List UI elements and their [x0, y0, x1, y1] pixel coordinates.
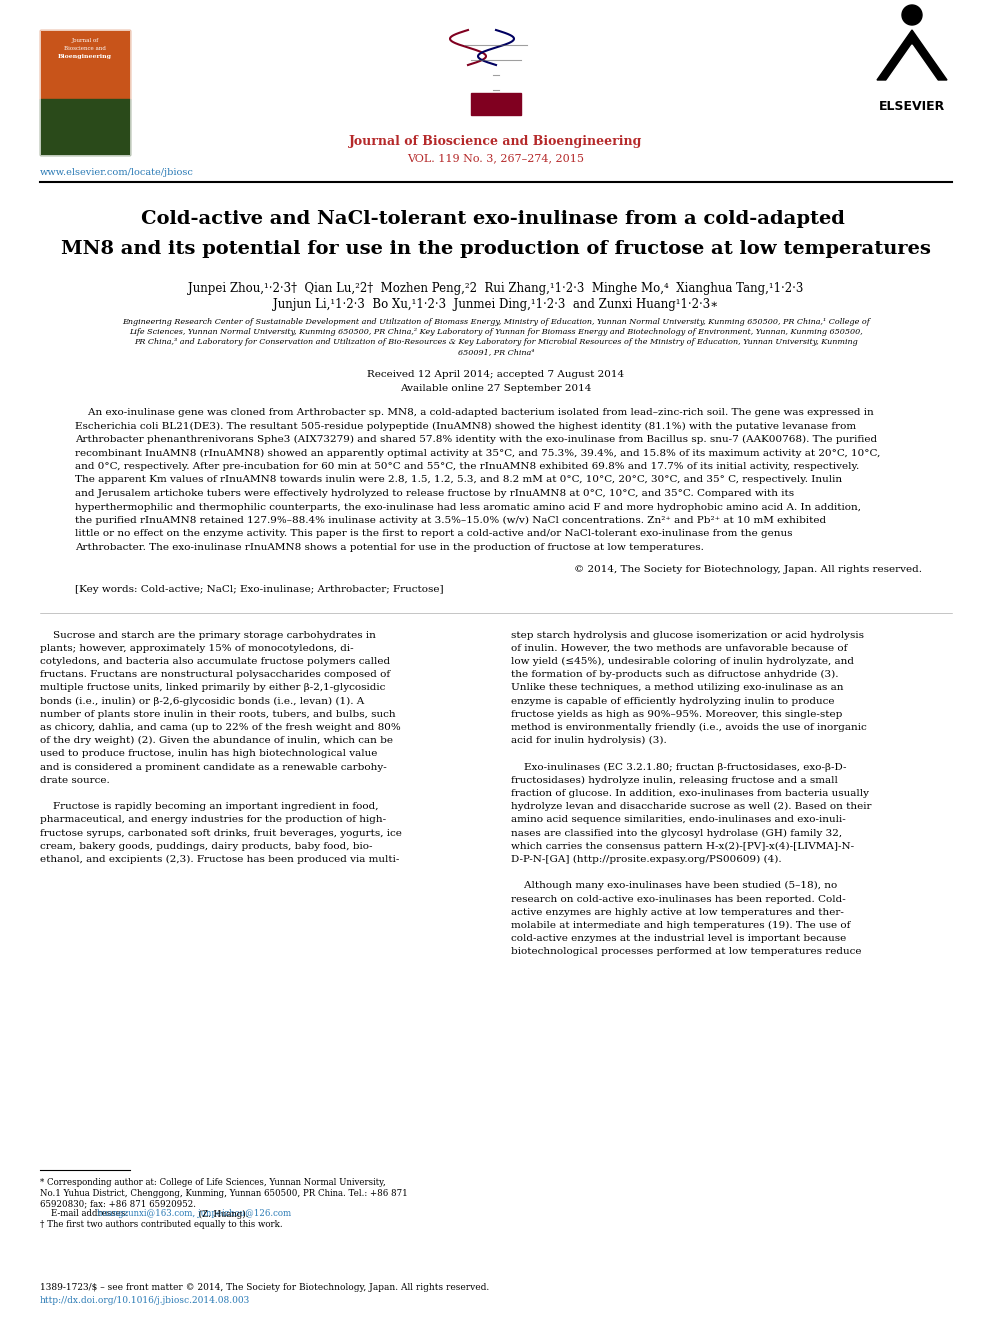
Text: D-P-N-[GA] (http://prosite.expasy.org/PS00609) (4).: D-P-N-[GA] (http://prosite.expasy.org/PS…	[511, 855, 782, 864]
Text: www.elsevier.com/locate/jbiosc: www.elsevier.com/locate/jbiosc	[40, 168, 193, 177]
Text: 1389-1723/$ – see front matter © 2014, The Society for Biotechnology, Japan. All: 1389-1723/$ – see front matter © 2014, T…	[40, 1283, 489, 1293]
Text: nases are classified into the glycosyl hydrolase (GH) family 32,: nases are classified into the glycosyl h…	[511, 828, 842, 837]
Text: the purified rInuAMN8 retained 127.9%–88.4% inulinase activity at 3.5%–15.0% (w/: the purified rInuAMN8 retained 127.9%–88…	[75, 516, 826, 525]
Text: Bioengineering: Bioengineering	[58, 54, 112, 60]
Text: VOL. 119 No. 3, 267–274, 2015: VOL. 119 No. 3, 267–274, 2015	[408, 153, 584, 163]
Bar	[40, 30, 130, 99]
Text: An exo-inulinase gene was cloned from Arthrobacter sp. MN8, a cold-adapted bacte: An exo-inulinase gene was cloned from Ar…	[75, 407, 874, 417]
Text: and 0°C, respectively. After pre-incubation for 60 min at 50°C and 55°C, the rIn: and 0°C, respectively. After pre-incubat…	[75, 462, 859, 471]
Text: 65920830; fax: +86 871 65920952.: 65920830; fax: +86 871 65920952.	[40, 1199, 196, 1208]
Text: 650091, PR China⁴: 650091, PR China⁴	[457, 348, 535, 356]
Text: amino acid sequence similarities, endo-inulinases and exo-inuli-: amino acid sequence similarities, endo-i…	[511, 815, 846, 824]
Text: as chicory, dahlia, and cama (up to 22% of the fresh weight and 80%: as chicory, dahlia, and cama (up to 22% …	[40, 722, 401, 732]
Text: Fructose is rapidly becoming an important ingredient in food,: Fructose is rapidly becoming an importan…	[40, 802, 379, 811]
Text: of inulin. However, the two methods are unfavorable because of: of inulin. However, the two methods are …	[511, 644, 847, 652]
Text: which carries the consensus pattern H-x(2)-[PV]-x(4)-[LIVMA]-N-: which carries the consensus pattern H-x(…	[511, 841, 854, 851]
Text: [Key words: Cold-active; NaCl; Exo-inulinase; Arthrobacter; Fructose]: [Key words: Cold-active; NaCl; Exo-inuli…	[75, 585, 443, 594]
Text: Journal of: Journal of	[71, 38, 98, 44]
Text: Exo-inulinases (EC 3.2.1.80; fructan β-fructosidases, exo-β-D-: Exo-inulinases (EC 3.2.1.80; fructan β-f…	[511, 762, 846, 771]
Text: Bioscience and: Bioscience and	[64, 46, 106, 52]
Text: ELSEVIER: ELSEVIER	[879, 101, 945, 112]
Text: Junjun Li,¹1·2·3  Bo Xu,¹1·2·3  Junmei Ding,¹1·2·3  and Zunxi Huang¹1·2·3∗: Junjun Li,¹1·2·3 Bo Xu,¹1·2·3 Junmei Din…	[274, 298, 718, 311]
Text: cold-active enzymes at the industrial level is important because: cold-active enzymes at the industrial le…	[511, 934, 846, 943]
Text: hydrolyze levan and disaccharide sucrose as well (2). Based on their: hydrolyze levan and disaccharide sucrose…	[511, 802, 872, 811]
Text: cream, bakery goods, puddings, dairy products, baby food, bio-: cream, bakery goods, puddings, dairy pro…	[40, 841, 373, 851]
Text: plants; however, approximately 15% of monocotyledons, di-: plants; however, approximately 15% of mo…	[40, 644, 353, 652]
Text: recombinant InuAMN8 (rInuAMN8) showed an apparently optimal activity at 35°C, an: recombinant InuAMN8 (rInuAMN8) showed an…	[75, 448, 880, 458]
Text: Junpei Zhou,¹·2·3†  Qian Lu,²2†  Mozhen Peng,²2  Rui Zhang,¹1·2·3  Minghe Mo,⁴  : Junpei Zhou,¹·2·3† Qian Lu,²2† Mozhen Pe…	[188, 282, 804, 295]
Text: ethanol, and excipients (2,3). Fructose has been produced via multi-: ethanol, and excipients (2,3). Fructose …	[40, 855, 400, 864]
Text: drate source.: drate source.	[40, 775, 110, 785]
Text: multiple fructose units, linked primarily by either β-2,1-glycosidic: multiple fructose units, linked primaril…	[40, 683, 385, 692]
Text: enzyme is capable of efficiently hydrolyzing inulin to produce: enzyme is capable of efficiently hydroly…	[511, 696, 834, 705]
Text: number of plants store inulin in their roots, tubers, and bulbs, such: number of plants store inulin in their r…	[40, 709, 396, 718]
Text: PR China,³ and Laboratory for Conservation and Utilization of Bio-Resources & Ke: PR China,³ and Laboratory for Conservati…	[134, 337, 858, 347]
Polygon shape	[877, 30, 947, 79]
Text: Cold-active and NaCl-tolerant exo-inulinase from a cold-adapted                 : Cold-active and NaCl-tolerant exo-inulin…	[61, 210, 931, 228]
Text: step starch hydrolysis and glucose isomerization or acid hydrolysis: step starch hydrolysis and glucose isome…	[511, 631, 864, 639]
Text: Arthrobacter phenanthrenivorans Sphe3 (AIX73279) and shared 57.8% identity with : Arthrobacter phenanthrenivorans Sphe3 (A…	[75, 435, 877, 445]
Text: MN8 and its potential for use in the production of fructose at low temperatures: MN8 and its potential for use in the pro…	[62, 239, 930, 258]
Text: Arthrobacter. The exo-inulinase rInuAMN8 shows a potential for use in the produc: Arthrobacter. The exo-inulinase rInuAMN8…	[75, 542, 704, 552]
Bar	[40, 30, 130, 155]
Text: hyperthermophilic and thermophilic counterparts, the exo-inulinase had less arom: hyperthermophilic and thermophilic count…	[75, 503, 861, 512]
Circle shape	[902, 5, 922, 25]
Text: the formation of by-products such as difructose anhydride (3).: the formation of by-products such as dif…	[511, 671, 838, 679]
Text: Escherichia coli BL21(DE3). The resultant 505-residue polypeptide (InuAMN8) show: Escherichia coli BL21(DE3). The resultan…	[75, 422, 856, 430]
Bar	[471, 93, 521, 115]
Text: http://dx.doi.org/10.1016/j.jbiosc.2014.08.003: http://dx.doi.org/10.1016/j.jbiosc.2014.…	[40, 1297, 250, 1304]
Text: bonds (i.e., inulin) or β-2,6-glycosidic bonds (i.e., levan) (1). A: bonds (i.e., inulin) or β-2,6-glycosidic…	[40, 696, 364, 705]
Text: No.1 Yuhua District, Chenggong, Kunming, Yunnan 650500, PR China. Tel.: +86 871: No.1 Yuhua District, Chenggong, Kunming,…	[40, 1188, 408, 1197]
Text: and is considered a prominent candidate as a renewable carbohy-: and is considered a prominent candidate …	[40, 762, 387, 771]
Text: fraction of glucose. In addition, exo-inulinases from bacteria usually: fraction of glucose. In addition, exo-in…	[511, 789, 869, 798]
Text: Although many exo-inulinases have been studied (5–18), no: Although many exo-inulinases have been s…	[511, 881, 837, 890]
Text: Available online 27 September 2014: Available online 27 September 2014	[401, 384, 591, 393]
Text: huangzunxi@163.com, junpeizhou@126.com: huangzunxi@163.com, junpeizhou@126.com	[97, 1209, 292, 1218]
Text: The apparent Km values of rInuAMN8 towards inulin were 2.8, 1.5, 1.2, 5.3, and 8: The apparent Km values of rInuAMN8 towar…	[75, 475, 842, 484]
Text: Journal of Bioscience and Bioengineering: Journal of Bioscience and Bioengineering	[349, 135, 643, 148]
Text: © 2014, The Society for Biotechnology, Japan. All rights reserved.: © 2014, The Society for Biotechnology, J…	[574, 565, 922, 573]
Text: cotyledons, and bacteria also accumulate fructose polymers called: cotyledons, and bacteria also accumulate…	[40, 658, 390, 665]
Text: E-mail addresses:: E-mail addresses:	[40, 1209, 131, 1218]
Text: little or no effect on the enzyme activity. This paper is the first to report a : little or no effect on the enzyme activi…	[75, 529, 793, 538]
Text: (Z. Huang).: (Z. Huang).	[196, 1209, 249, 1218]
Text: method is environmentally friendly (i.e., avoids the use of inorganic: method is environmentally friendly (i.e.…	[511, 722, 867, 732]
Text: and Jerusalem artichoke tubers were effectively hydrolyzed to release fructose b: and Jerusalem artichoke tubers were effe…	[75, 490, 795, 497]
Text: * Corresponding author at: College of Life Sciences, Yunnan Normal University,: * Corresponding author at: College of Li…	[40, 1177, 386, 1187]
Text: fructose yields as high as 90%–95%. Moreover, this single-step: fructose yields as high as 90%–95%. More…	[511, 709, 842, 718]
Text: molabile at intermediate and high temperatures (19). The use of: molabile at intermediate and high temper…	[511, 921, 850, 930]
Text: † The first two authors contributed equally to this work.: † The first two authors contributed equa…	[40, 1220, 283, 1229]
Text: biotechnological processes performed at low temperatures reduce: biotechnological processes performed at …	[511, 947, 861, 957]
Text: Received 12 April 2014; accepted 7 August 2014: Received 12 April 2014; accepted 7 Augus…	[367, 370, 625, 378]
Text: fructans. Fructans are nonstructural polysaccharides composed of: fructans. Fructans are nonstructural pol…	[40, 671, 390, 679]
Text: Sucrose and starch are the primary storage carbohydrates in: Sucrose and starch are the primary stora…	[40, 631, 376, 639]
Text: research on cold-active exo-inulinases has been reported. Cold-: research on cold-active exo-inulinases h…	[511, 894, 846, 904]
Text: low yield (≤45%), undesirable coloring of inulin hydrolyzate, and: low yield (≤45%), undesirable coloring o…	[511, 658, 854, 665]
Text: of the dry weight) (2). Given the abundance of inulin, which can be: of the dry weight) (2). Given the abunda…	[40, 736, 393, 745]
Text: fructose syrups, carbonated soft drinks, fruit beverages, yogurts, ice: fructose syrups, carbonated soft drinks,…	[40, 828, 402, 837]
Text: Engineering Research Center of Sustainable Development and Utilization of Biomas: Engineering Research Center of Sustainab…	[122, 318, 870, 325]
Text: used to produce fructose, inulin has high biotechnological value: used to produce fructose, inulin has hig…	[40, 749, 377, 758]
Text: acid for inulin hydrolysis) (3).: acid for inulin hydrolysis) (3).	[511, 736, 667, 745]
Text: active enzymes are highly active at low temperatures and ther-: active enzymes are highly active at low …	[511, 908, 844, 917]
Text: Life Sciences, Yunnan Normal University, Kunming 650500, PR China,² Key Laborato: Life Sciences, Yunnan Normal University,…	[129, 328, 863, 336]
Polygon shape	[884, 45, 940, 85]
Text: fructosidases) hydrolyze inulin, releasing fructose and a small: fructosidases) hydrolyze inulin, releasi…	[511, 775, 838, 785]
Text: Unlike these techniques, a method utilizing exo-inulinase as an: Unlike these techniques, a method utiliz…	[511, 683, 843, 692]
Text: pharmaceutical, and energy industries for the production of high-: pharmaceutical, and energy industries fo…	[40, 815, 386, 824]
Text: Cold-active and NaCl-tolerant exo-inulinase from a cold-adapted: Cold-active and NaCl-tolerant exo-inulin…	[141, 210, 851, 228]
Bar	[40, 99, 130, 155]
